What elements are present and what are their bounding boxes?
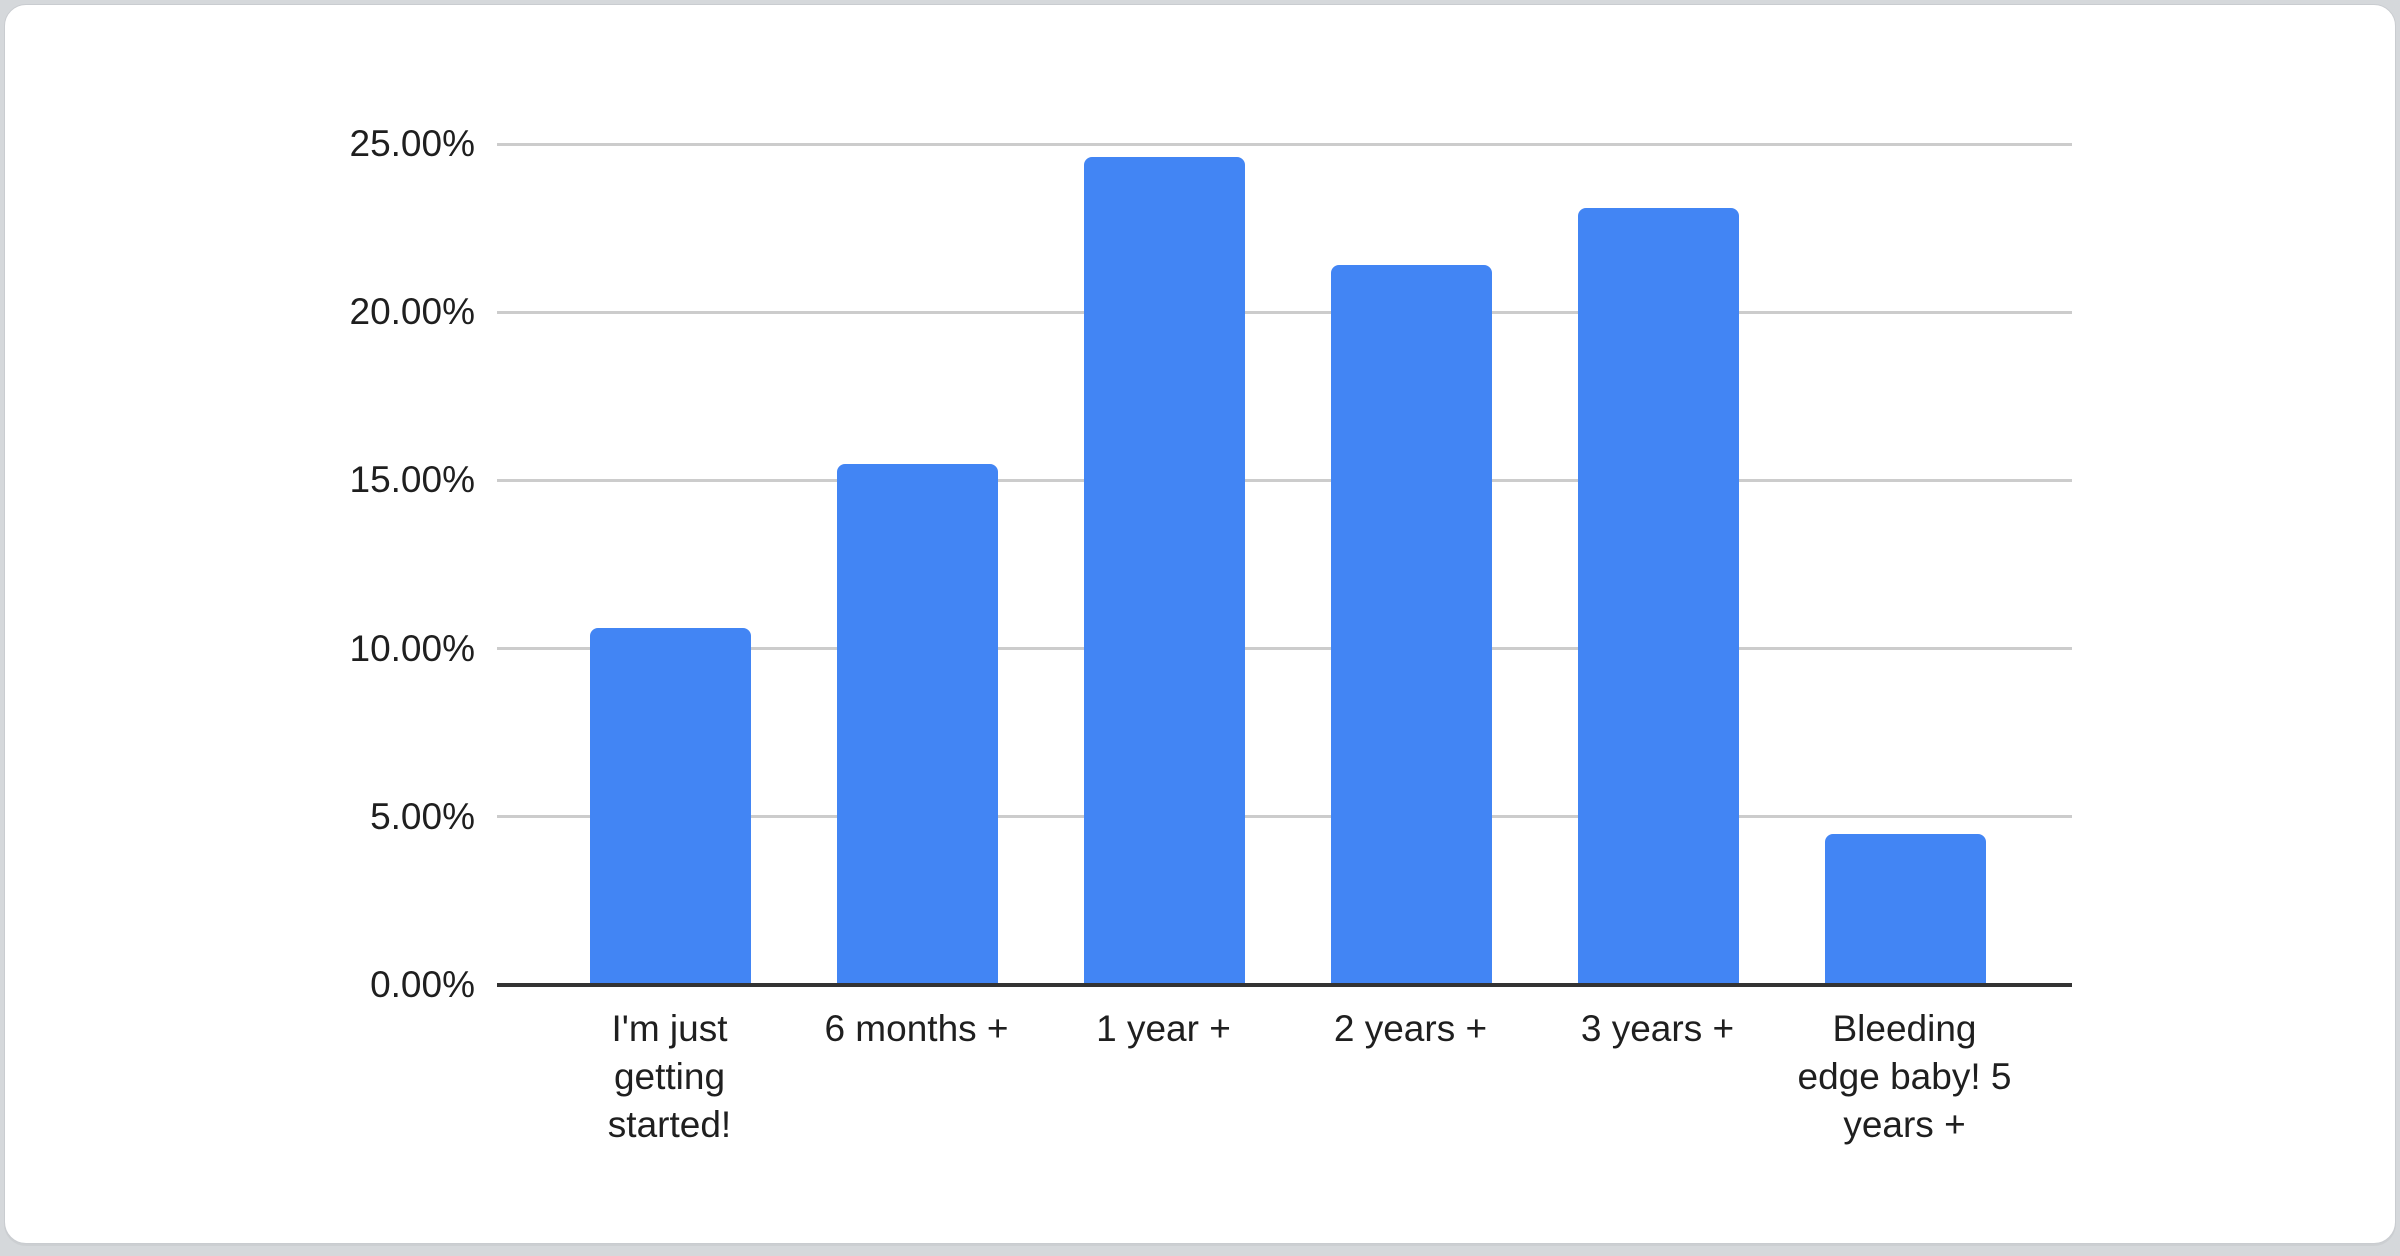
x-tick-label: 1 year + xyxy=(1096,1008,1231,1049)
gridline-20.00% xyxy=(497,310,2072,314)
x-tick-label: I'm just getting started! xyxy=(607,1008,732,1146)
bar-6 months +[interactable] xyxy=(836,463,998,985)
x-axis-line xyxy=(497,983,2072,987)
chart-card: 0.00% 5.00% 10.00% 15.00% 20.00% 25.00% I'm j… xyxy=(4,4,2396,1244)
y-tick-label: 25.00% xyxy=(349,123,476,164)
x-tick-slot: 6 months + xyxy=(793,1005,1040,1053)
bar-chart: 0.00% 5.00% 10.00% 15.00% 20.00% 25.00% I'm j… xyxy=(5,5,2395,1243)
gridline-5.00% xyxy=(497,815,2072,819)
y-tick-label: 5.00% xyxy=(370,795,475,837)
y-tick-label: 15.00% xyxy=(349,459,476,501)
gridline-25.00% xyxy=(497,142,2072,146)
y-tick-label: 20.00% xyxy=(349,291,476,333)
x-tick-slot: I'm just getting started! xyxy=(546,1005,793,1149)
x-tick-slot: Bleeding edge baby! 5 years + xyxy=(1781,1005,2028,1149)
gridline-15.00% xyxy=(497,478,2072,482)
x-tick-label: 3 years + xyxy=(1580,1008,1735,1049)
x-tick-label: 6 months + xyxy=(824,1008,1009,1049)
bar-I'm just getting started![interactable] xyxy=(589,628,751,985)
bar-Bleeding edge baby! 5 years +[interactable] xyxy=(1824,833,1986,985)
y-tick-label: 10.00% xyxy=(349,627,476,669)
x-tick-slot: 3 years + xyxy=(1534,1005,1781,1053)
x-tick-slot: 1 year + xyxy=(1040,1005,1287,1053)
bar-1 year +[interactable] xyxy=(1083,157,1245,985)
x-tick-slot: 2 years + xyxy=(1287,1005,1534,1053)
y-tick-label: 0.00% xyxy=(370,964,475,1005)
plot-area xyxy=(497,105,2072,987)
x-tick-label: 2 years + xyxy=(1333,1008,1488,1049)
gridline-10.00% xyxy=(497,647,2072,651)
bar-2 years +[interactable] xyxy=(1330,265,1492,985)
x-tick-label: Bleeding edge baby! 5 years + xyxy=(1797,1008,2012,1146)
bar-3 years +[interactable] xyxy=(1577,207,1739,985)
x-axis-labels: I'm just getting started! 6 months + 1 yea… xyxy=(546,1005,2028,1205)
